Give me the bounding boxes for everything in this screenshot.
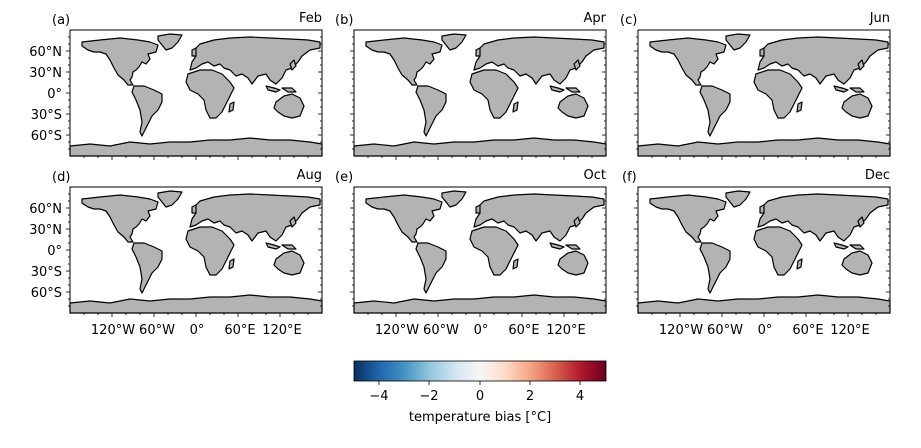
map-panel-d (65, 186, 323, 318)
lat-labels-top: 60°N 30°N 0° 30°S 60°S (29, 45, 62, 144)
map-panel-b (349, 29, 607, 161)
panel-a-letter: (a) (52, 13, 70, 28)
panel-b-letter: (b) (335, 13, 353, 28)
colorbar-tick-label: 2 (526, 389, 534, 404)
lon-label: 0° (758, 323, 773, 338)
lon-labels-f: 120°W 60°W 0° 60°E 120°E (659, 323, 870, 338)
map-panel-e (349, 186, 607, 318)
lon-label: 120°W (91, 323, 135, 338)
lat-label: 60°N (29, 45, 62, 60)
panel-e-month: Oct (584, 168, 606, 183)
map-panel-c (633, 29, 891, 161)
lon-label: 60°W (423, 323, 459, 338)
lon-label: 60°W (139, 323, 175, 338)
panel-f-month: Dec (865, 168, 890, 183)
lon-labels-d: 120°W 60°W 0° 60°E 120°E (91, 323, 302, 338)
lat-label: 0° (47, 244, 62, 259)
panel-c-month: Jun (869, 11, 890, 26)
colorbar-label: temperature bias [°C] (409, 410, 551, 425)
colorbar-tick-label: 4 (576, 389, 584, 404)
lat-label: 60°S (31, 286, 62, 301)
lon-labels-e: 120°W 60°W 0° 60°E 120°E (375, 323, 586, 338)
lon-label: 0° (190, 323, 205, 338)
colorbar: −4 −2 0 2 4 temperature bias [°C] (353, 360, 607, 425)
panel-d-letter: (d) (52, 170, 70, 185)
lon-label: 60°W (707, 323, 743, 338)
map-panel-f (633, 186, 891, 318)
lon-label: 120°W (375, 323, 419, 338)
lon-label: 60°E (792, 323, 823, 338)
colorbar-tick-label: 0 (476, 389, 484, 404)
lon-label: 0° (474, 323, 489, 338)
lat-label: 30°N (29, 66, 62, 81)
panel-a-month: Feb (299, 11, 322, 26)
lat-label: 60°S (31, 129, 62, 144)
lon-label: 120°E (546, 323, 586, 338)
panel-c-letter: (c) (620, 13, 637, 28)
lon-label: 120°W (659, 323, 703, 338)
lat-label: 30°N (29, 223, 62, 238)
lat-label: 30°S (31, 108, 62, 123)
colorbar-tick-label: −2 (419, 389, 438, 404)
panel-e-letter: (e) (335, 170, 353, 185)
lon-label: 120°E (830, 323, 870, 338)
lat-label: 30°S (31, 265, 62, 280)
colorbar-tick-label: −4 (369, 389, 388, 404)
lon-label: 60°E (224, 323, 255, 338)
lon-label: 60°E (508, 323, 539, 338)
colorbar-gradient (353, 360, 607, 382)
panel-b-month: Apr (584, 11, 607, 26)
map-panel-a (65, 29, 323, 161)
lat-label: 0° (47, 87, 62, 102)
panel-f-letter: (f) (622, 170, 637, 185)
lon-label: 120°E (262, 323, 302, 338)
lat-label: 60°N (29, 202, 62, 217)
panel-d-month: Aug (297, 168, 322, 183)
lat-labels-bottom: 60°N 30°N 0° 30°S 60°S (29, 202, 62, 301)
